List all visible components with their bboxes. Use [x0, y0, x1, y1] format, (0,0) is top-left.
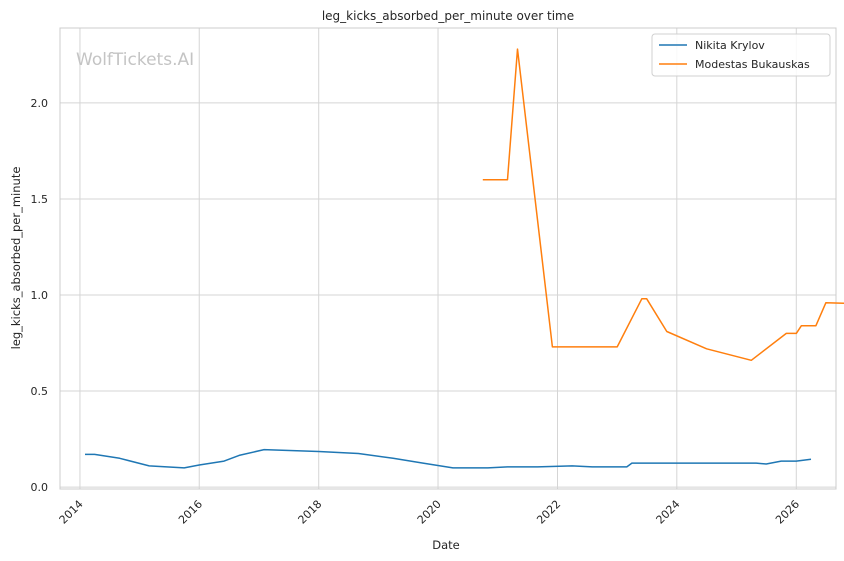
y-tick-label: 0.5 [31, 385, 49, 398]
x-tick-label: 2022 [534, 498, 563, 527]
x-tick-label: 2026 [773, 498, 802, 527]
y-tick-label: 0.0 [31, 481, 49, 494]
x-tick-labels: 2014 2016 2018 2020 2022 2024 2026 [57, 498, 802, 527]
x-tick-label: 2024 [654, 498, 683, 527]
series-line-nikita-krylov [85, 448, 812, 469]
series-lines [85, 48, 844, 469]
x-tick-label: 2016 [176, 498, 205, 527]
x-axis-label: Date [432, 538, 460, 552]
x-tick-label: 2020 [415, 498, 444, 527]
y-tick-labels: 0.0 0.5 1.0 1.5 2.0 [31, 97, 49, 494]
legend-label-modestas-bukauskas: Modestas Bukauskas [695, 58, 810, 71]
series-line-modestas-bukauskas [482, 48, 844, 362]
y-tick-label: 1.5 [31, 193, 49, 206]
y-tick-label: 1.0 [31, 289, 49, 302]
y-axis-label: leg_kicks_absorbed_per_minute [9, 167, 23, 350]
x-tick-label: 2018 [296, 498, 325, 527]
legend: Nikita Krylov Modestas Bukauskas [651, 33, 831, 77]
grid-lines [60, 28, 836, 489]
legend-box [651, 33, 831, 77]
x-tick-label: 2014 [57, 498, 86, 527]
legend-label-nikita-krylov: Nikita Krylov [695, 39, 765, 52]
chart-title: leg_kicks_absorbed_per_minute over time [322, 9, 574, 23]
y-tick-label: 2.0 [31, 97, 49, 110]
watermark-text: WolfTickets.AI [76, 50, 194, 70]
plot-area-frame [59, 27, 837, 490]
